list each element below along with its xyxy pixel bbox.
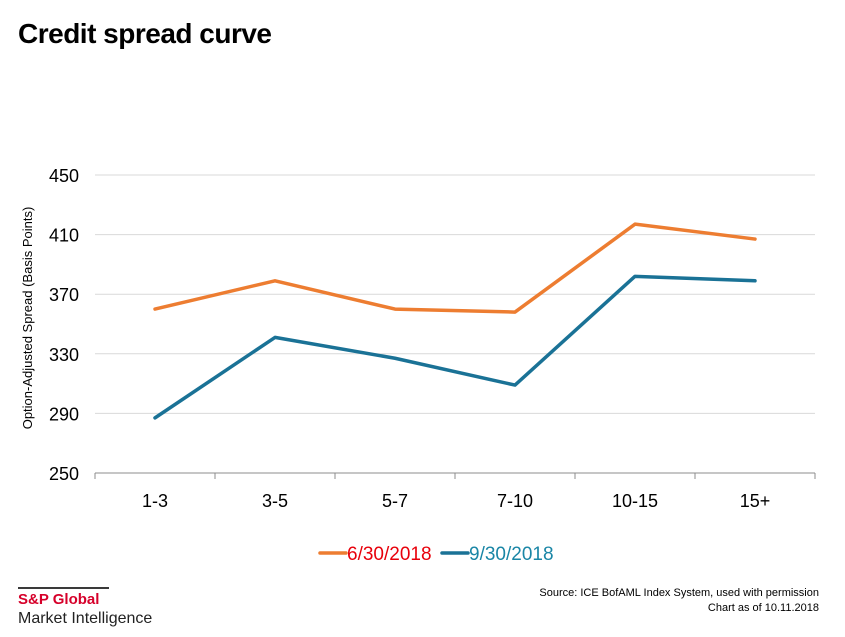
y-tick-label: 290 xyxy=(49,404,79,424)
y-tick-label: 370 xyxy=(49,285,79,305)
y-tick-label: 410 xyxy=(49,226,79,246)
x-tick-label: 5-7 xyxy=(382,491,408,511)
x-tick-label: 1-3 xyxy=(142,491,168,511)
y-axis-label: Option-Adjusted Spread (Basis Points) xyxy=(20,207,35,430)
axes: 250 290 330 370 410 450 1-3 3-5 5-7 7-10 10-15 15+ xyxy=(49,166,816,511)
logo-rule xyxy=(18,587,109,589)
legend: 6/30/2018 9/30/2018 xyxy=(318,544,554,565)
series-lines xyxy=(153,222,757,420)
x-tick-label: 7-10 xyxy=(497,491,533,511)
source-text: Source: ICE BofAML Index System, used wi… xyxy=(539,587,819,599)
y-tick-label: 250 xyxy=(49,464,79,484)
y-tick-label: 330 xyxy=(49,345,79,365)
series-line xyxy=(153,274,757,420)
x-tick-label: 10-15 xyxy=(612,491,658,511)
legend-label: 6/30/2018 xyxy=(347,544,432,565)
source-note: Source: ICE BofAML Index System, used wi… xyxy=(539,586,819,616)
brand-subtitle: Market Intelligence xyxy=(18,610,153,627)
gridlines xyxy=(95,174,815,414)
chart-date: Chart as of 10.11.2018 xyxy=(707,602,819,614)
brand-logo: S&P Global xyxy=(18,591,100,608)
y-tick-label: 450 xyxy=(49,166,79,186)
x-tick-label: 15+ xyxy=(740,491,771,511)
series-line xyxy=(153,222,757,314)
chart-title: Credit spread curve xyxy=(18,18,272,49)
legend-label: 9/30/2018 xyxy=(469,544,554,565)
x-tick-label: 3-5 xyxy=(262,491,288,511)
